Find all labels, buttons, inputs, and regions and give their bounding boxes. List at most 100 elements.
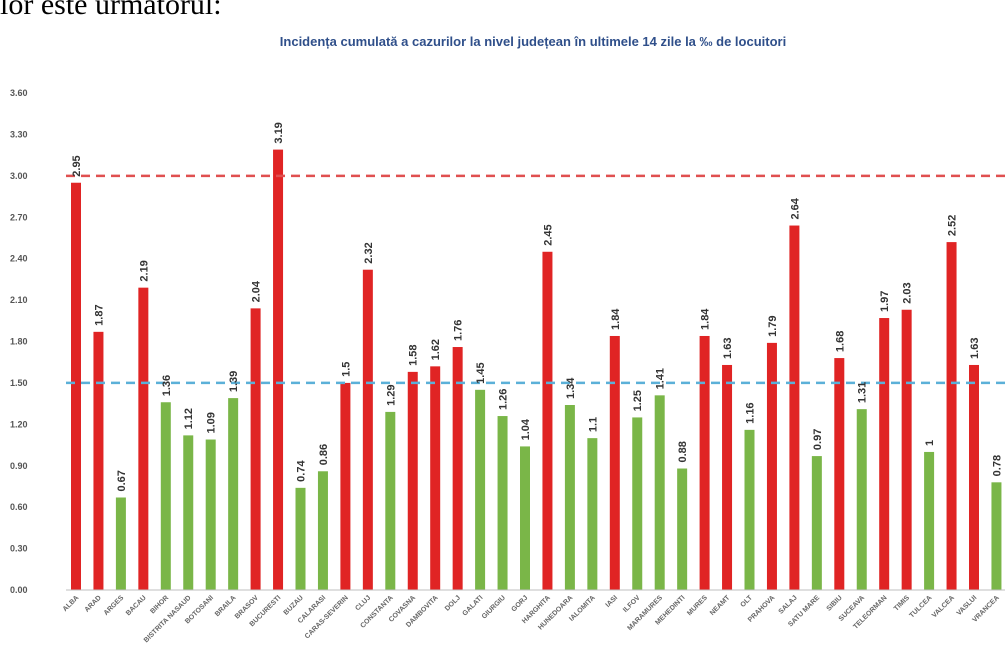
threshold-lines xyxy=(66,174,1005,385)
bar xyxy=(766,342,777,590)
bar xyxy=(71,182,81,590)
data-label: 1.84 xyxy=(610,308,622,330)
bar xyxy=(115,497,126,590)
bar xyxy=(744,429,755,590)
bar xyxy=(317,471,328,590)
bar xyxy=(497,416,508,590)
bar xyxy=(699,335,710,590)
y-tick-label: 3.60 xyxy=(10,88,28,98)
data-label: 1.36 xyxy=(161,375,173,396)
x-tick-label: ARAD xyxy=(84,594,103,613)
data-label: 1.5 xyxy=(340,362,352,377)
bar xyxy=(609,335,620,590)
x-tick-label: IASI xyxy=(605,594,620,609)
bar xyxy=(138,287,149,590)
x-tick-label: BUZAU xyxy=(283,594,305,616)
data-label: 1.76 xyxy=(453,320,465,341)
data-label: 2.52 xyxy=(947,215,959,236)
data-labels: 2.95 1.87 0.67 2.19 1.36 1.12 1.09 1.39 2.04 3.19… xyxy=(71,122,1003,491)
data-label: 1.31 xyxy=(857,382,869,403)
data-label: 0.78 xyxy=(991,455,1003,476)
bar-chart: Incidența cumulată a cazurilor la nivel … xyxy=(10,34,1005,644)
bar xyxy=(677,468,688,590)
bar xyxy=(430,366,441,590)
y-tick-label: 1.20 xyxy=(10,419,28,429)
data-label: 2.64 xyxy=(789,197,801,219)
x-tick-label: GORJ xyxy=(510,594,529,613)
data-label: 1.34 xyxy=(565,377,577,399)
x-tick-label: TIMIS xyxy=(893,594,911,612)
bar xyxy=(856,409,867,590)
data-label: 1.39 xyxy=(228,371,240,392)
data-label: 1.45 xyxy=(475,362,487,383)
bar xyxy=(632,417,643,590)
y-tick-label: 0.90 xyxy=(10,461,28,471)
data-label: 1.16 xyxy=(745,402,757,423)
x-tick-label: BACAU xyxy=(125,594,148,617)
x-tick-label: OLT xyxy=(739,594,754,609)
data-label: 1.04 xyxy=(520,418,532,440)
bar xyxy=(452,347,463,590)
data-label: 2.19 xyxy=(138,260,150,281)
data-label: 1.29 xyxy=(385,384,397,405)
x-tick-label: CLUJ xyxy=(354,594,372,612)
x-tick-label: DOLJ xyxy=(444,594,462,612)
bar xyxy=(946,242,957,590)
bar xyxy=(924,451,935,590)
bar xyxy=(250,308,261,590)
bar xyxy=(228,398,239,590)
chart-container: Incidența cumulată a cazurilor la nivel … xyxy=(8,18,1005,655)
bar xyxy=(475,389,486,590)
data-label: 0.97 xyxy=(812,429,824,450)
bar xyxy=(901,309,912,590)
y-tick-label: 2.10 xyxy=(10,295,28,305)
bar xyxy=(542,251,553,590)
bar xyxy=(93,331,104,590)
data-label: 1.97 xyxy=(879,291,891,312)
y-tick-label: 0.30 xyxy=(10,544,28,554)
data-label: 1.79 xyxy=(767,315,779,336)
bar xyxy=(834,358,845,590)
data-label: 1.62 xyxy=(430,339,442,360)
bar xyxy=(520,446,530,590)
data-label: 1.1 xyxy=(587,417,599,432)
bar xyxy=(722,364,733,590)
bar xyxy=(362,269,373,590)
bar xyxy=(183,435,194,590)
y-axis: 0.00 0.30 0.60 0.90 1.20 1.50 1.80 2.10 2.40 2.70… xyxy=(10,88,28,595)
bar xyxy=(654,395,665,590)
y-tick-label: 0.00 xyxy=(10,585,28,595)
y-tick-label: 0.60 xyxy=(10,502,28,512)
x-tick-label: ALBA xyxy=(62,594,81,613)
bar-series xyxy=(71,149,1002,591)
bar xyxy=(789,225,800,591)
x-tick-label: ARGES xyxy=(103,594,126,617)
bar xyxy=(205,439,216,590)
caption-text: lor este următorul: xyxy=(0,0,222,21)
chart-title: Incidența cumulată a cazurilor la nivel … xyxy=(280,34,786,49)
data-label: 2.04 xyxy=(251,280,263,302)
x-tick-label: NEAMT xyxy=(709,594,732,617)
x-tick-label: ILFOV xyxy=(622,594,642,614)
data-label: 1.63 xyxy=(969,338,981,359)
data-label: 1.25 xyxy=(632,390,644,411)
bar xyxy=(587,438,598,590)
x-tick-label: BIHOR xyxy=(149,594,170,615)
data-label: 1.68 xyxy=(834,331,846,352)
data-label: 1.84 xyxy=(700,308,712,330)
bar xyxy=(295,487,306,590)
y-tick-label: 2.70 xyxy=(10,212,28,222)
y-tick-label: 3.00 xyxy=(10,171,28,181)
data-label: 2.95 xyxy=(71,155,83,176)
data-label: 2.45 xyxy=(542,224,554,245)
bar xyxy=(273,149,284,590)
data-label: 0.74 xyxy=(296,460,308,482)
data-label: 1 xyxy=(924,440,936,446)
data-label: 1.26 xyxy=(498,389,510,410)
data-label: 0.86 xyxy=(318,444,330,465)
data-label: 1.12 xyxy=(183,408,195,429)
x-tick-label: VALCEA xyxy=(931,594,956,619)
bar xyxy=(564,405,575,590)
data-label: 2.03 xyxy=(902,282,914,303)
